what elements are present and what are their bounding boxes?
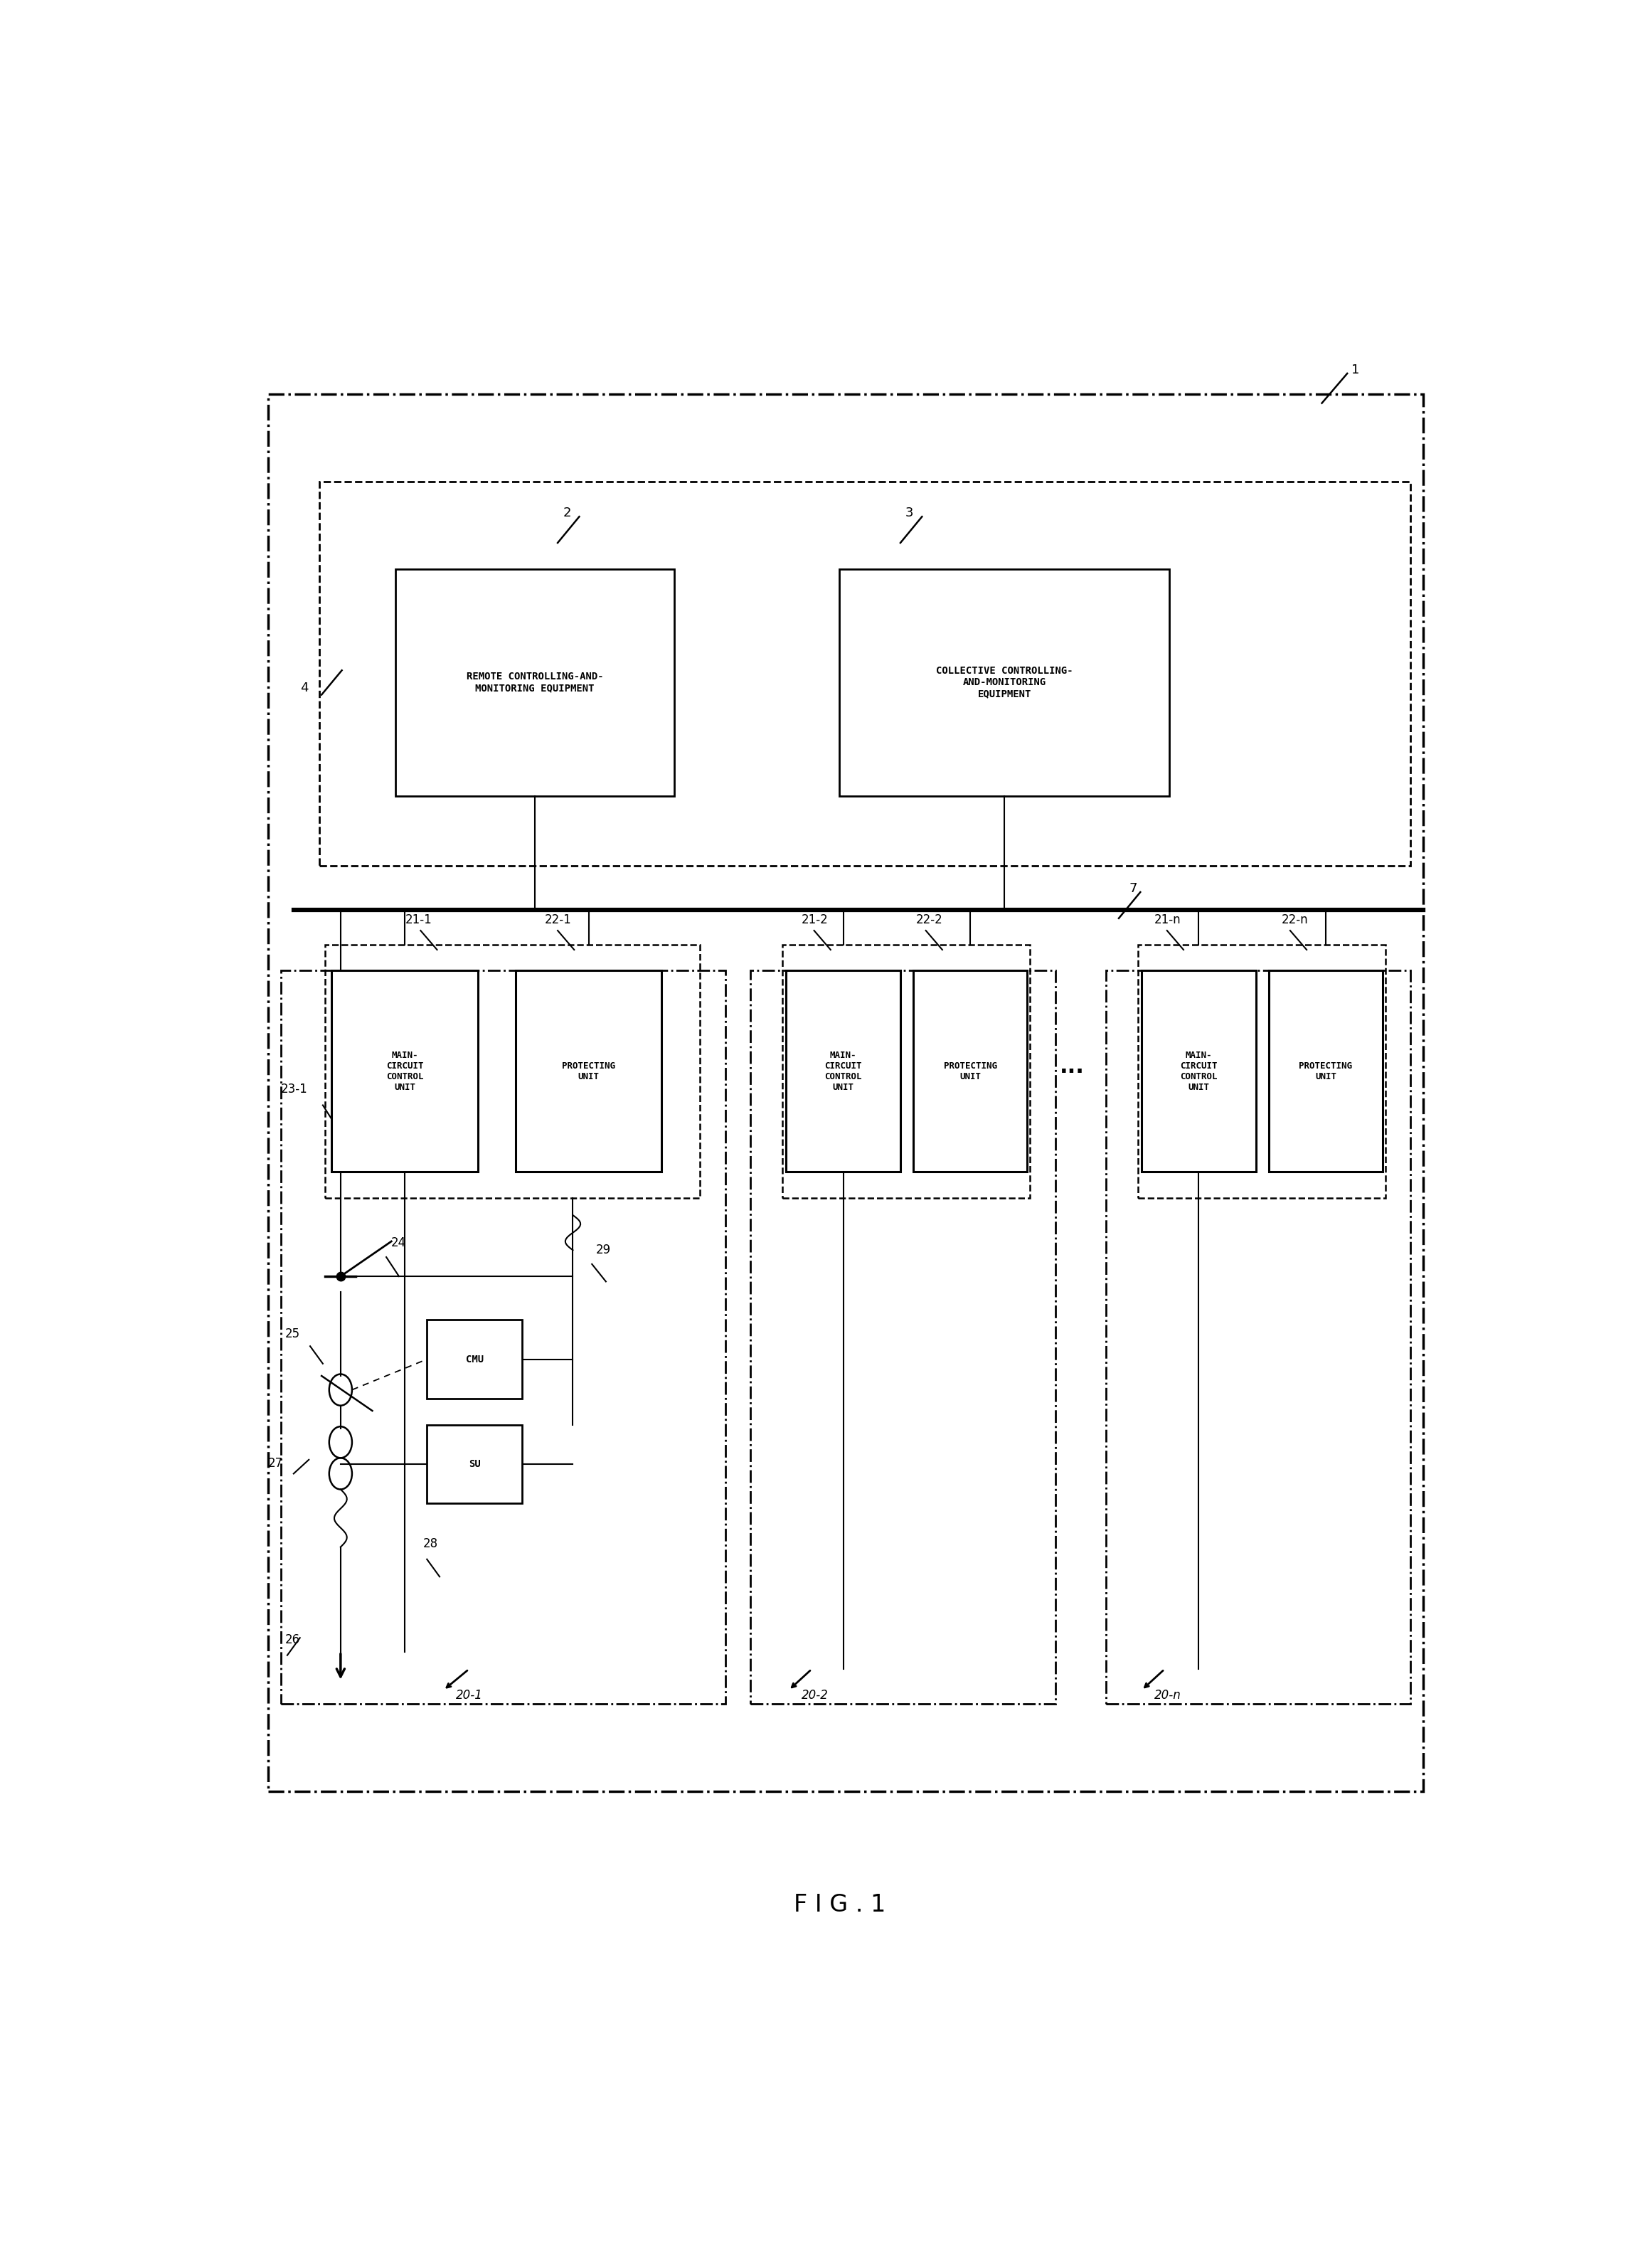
Text: PROTECTING
UNIT: PROTECTING UNIT bbox=[1299, 1061, 1353, 1082]
FancyBboxPatch shape bbox=[1268, 971, 1382, 1173]
Text: 25: 25 bbox=[285, 1327, 300, 1340]
Text: 22-1: 22-1 bbox=[545, 914, 572, 925]
FancyBboxPatch shape bbox=[395, 569, 675, 796]
Text: PROTECTING
UNIT: PROTECTING UNIT bbox=[562, 1061, 616, 1082]
Text: ...: ... bbox=[1060, 1057, 1084, 1077]
Text: 26: 26 bbox=[285, 1633, 300, 1647]
FancyBboxPatch shape bbox=[428, 1320, 523, 1399]
FancyBboxPatch shape bbox=[428, 1424, 523, 1504]
Text: F I G . 1: F I G . 1 bbox=[793, 1894, 886, 1916]
Text: 29: 29 bbox=[596, 1243, 611, 1256]
FancyBboxPatch shape bbox=[840, 569, 1170, 796]
Text: 20-1: 20-1 bbox=[455, 1690, 483, 1701]
Text: 21-1: 21-1 bbox=[405, 914, 432, 925]
Text: CMU: CMU bbox=[465, 1354, 483, 1365]
FancyBboxPatch shape bbox=[516, 971, 662, 1173]
Text: MAIN-
CIRCUIT
CONTROL
UNIT: MAIN- CIRCUIT CONTROL UNIT bbox=[387, 1050, 423, 1091]
Text: 20-n: 20-n bbox=[1155, 1690, 1181, 1701]
Text: 20-2: 20-2 bbox=[801, 1690, 829, 1701]
Text: MAIN-
CIRCUIT
CONTROL
UNIT: MAIN- CIRCUIT CONTROL UNIT bbox=[824, 1050, 862, 1091]
Text: REMOTE CONTROLLING-AND-
MONITORING EQUIPMENT: REMOTE CONTROLLING-AND- MONITORING EQUIP… bbox=[467, 671, 603, 694]
Text: 4: 4 bbox=[300, 680, 308, 694]
Text: 21-2: 21-2 bbox=[801, 914, 829, 925]
Text: SU: SU bbox=[468, 1458, 480, 1470]
FancyBboxPatch shape bbox=[1142, 971, 1256, 1173]
FancyBboxPatch shape bbox=[912, 971, 1027, 1173]
Text: 27: 27 bbox=[269, 1456, 283, 1470]
Text: 22-n: 22-n bbox=[1281, 914, 1309, 925]
Text: MAIN-
CIRCUIT
CONTROL
UNIT: MAIN- CIRCUIT CONTROL UNIT bbox=[1179, 1050, 1217, 1091]
Text: 2: 2 bbox=[563, 506, 572, 519]
Text: 21-n: 21-n bbox=[1155, 914, 1181, 925]
Text: COLLECTIVE CONTROLLING-
AND-MONITORING
EQUIPMENT: COLLECTIVE CONTROLLING- AND-MONITORING E… bbox=[935, 667, 1073, 699]
Text: 23-1: 23-1 bbox=[282, 1084, 308, 1095]
Text: 24: 24 bbox=[391, 1236, 406, 1250]
Text: 3: 3 bbox=[906, 506, 914, 519]
Text: 28: 28 bbox=[423, 1538, 437, 1549]
Text: PROTECTING
UNIT: PROTECTING UNIT bbox=[943, 1061, 998, 1082]
Text: 22-2: 22-2 bbox=[916, 914, 942, 925]
Text: 30: 30 bbox=[431, 1334, 446, 1345]
Text: 7: 7 bbox=[1129, 882, 1137, 896]
Text: 1: 1 bbox=[1351, 363, 1360, 376]
FancyBboxPatch shape bbox=[333, 971, 478, 1173]
FancyBboxPatch shape bbox=[786, 971, 901, 1173]
